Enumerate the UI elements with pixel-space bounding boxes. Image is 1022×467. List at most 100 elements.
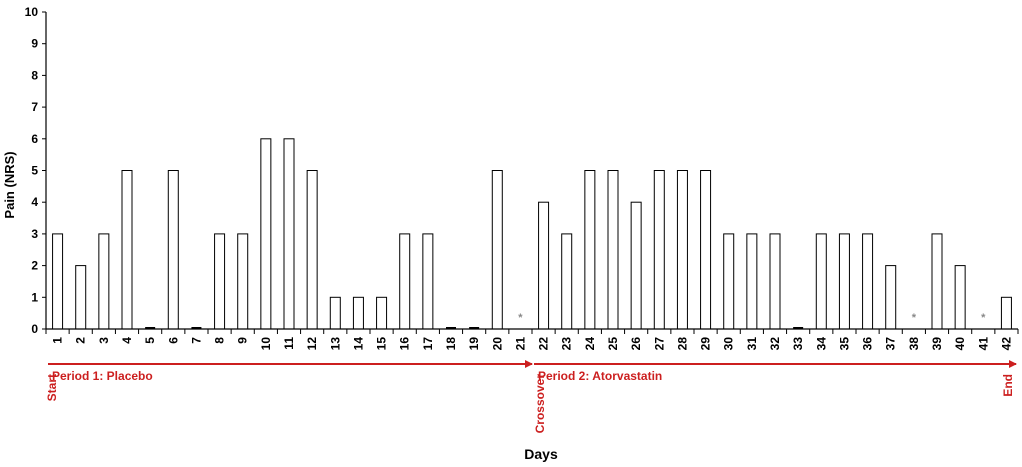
period-marker-label: Crossover (533, 374, 547, 434)
x-tick-label: 26 (629, 337, 643, 351)
bar (329, 296, 341, 330)
bar (746, 233, 758, 330)
x-tick-label: 30 (722, 337, 736, 351)
x-tick-label: 8 (213, 337, 227, 344)
x-tick-label: 34 (814, 337, 828, 351)
bar (862, 233, 874, 330)
y-tick-label: 2 (31, 259, 38, 273)
x-tick-label: 25 (606, 337, 620, 351)
bar (1000, 296, 1012, 330)
x-tick-label: 15 (375, 337, 389, 351)
bar (954, 265, 966, 330)
bar (121, 170, 133, 330)
bar (653, 170, 665, 330)
bar (352, 296, 364, 330)
missing-data-marker: * (981, 312, 986, 324)
x-tick-label: 36 (861, 337, 875, 351)
bar (75, 265, 87, 330)
x-tick-label: 23 (560, 337, 574, 351)
bar (399, 233, 411, 330)
y-tick-label: 9 (31, 37, 38, 51)
bar (422, 233, 434, 330)
bar (838, 233, 850, 330)
x-tick-label: 39 (930, 337, 944, 351)
x-tick-label: 19 (467, 337, 481, 351)
x-tick-label: 13 (328, 337, 342, 351)
x-tick-label: 3 (97, 337, 111, 344)
x-tick-label: 11 (282, 337, 296, 350)
x-tick-label: 12 (305, 337, 319, 351)
x-tick-label: 1 (51, 337, 65, 344)
bar (630, 201, 642, 330)
x-tick-label: 21 (513, 337, 527, 351)
y-tick-label: 1 (31, 290, 38, 304)
bar (491, 170, 503, 330)
x-tick-label: 5 (143, 337, 157, 344)
y-tick-label: 0 (31, 322, 38, 336)
bar (260, 138, 272, 330)
period-label: Period 1: Placebo (52, 369, 153, 383)
period-label: Period 2: Atorvastatin (538, 369, 662, 383)
x-axis-label: Days (524, 446, 558, 462)
bar (237, 233, 249, 330)
missing-data-marker: * (518, 312, 523, 324)
x-tick-label: 28 (675, 337, 689, 351)
x-tick-label: 29 (699, 337, 713, 351)
x-tick-label: 31 (745, 337, 759, 351)
x-tick-label: 20 (490, 337, 504, 351)
bar (676, 170, 688, 330)
bar (584, 170, 596, 330)
bar (214, 233, 226, 330)
x-tick-label: 2 (74, 337, 88, 344)
period-markers: Start Crossover End (45, 374, 1015, 434)
y-tick-label: 10 (25, 5, 39, 19)
bar-zero (469, 327, 480, 329)
bar-zero (793, 327, 804, 329)
bar (931, 233, 943, 330)
x-tick-label: 38 (907, 337, 921, 351)
x-tick-label: 7 (189, 337, 203, 344)
x-tick-label: 4 (120, 337, 134, 344)
x-tick-label: 42 (999, 337, 1013, 351)
y-tick-label: 7 (31, 100, 38, 114)
bar-series: * * * (52, 138, 1012, 330)
x-tick-label: 35 (837, 337, 851, 351)
bar (306, 170, 318, 330)
bar-zero (446, 327, 456, 329)
bar (52, 233, 64, 330)
x-tick-label: 9 (236, 337, 250, 344)
x-tick-label: 14 (351, 337, 365, 351)
x-tick-label: 37 (884, 337, 898, 351)
bar (700, 170, 712, 330)
x-tick-label: 17 (421, 337, 435, 351)
bar (98, 233, 110, 330)
bar (283, 138, 295, 330)
x-tick-label: 16 (398, 337, 412, 351)
x-tick-label: 40 (953, 337, 967, 351)
bar (607, 170, 619, 330)
period-annotations: Period 1: Placebo Period 2: Atorvastatin (48, 360, 1017, 383)
bar (723, 233, 735, 330)
bar-zero (191, 327, 202, 329)
period-marker-label: End (1001, 374, 1015, 397)
bar (561, 233, 573, 330)
x-tick-label: 27 (652, 337, 666, 351)
y-tick-label: 6 (31, 132, 38, 146)
bar (538, 201, 550, 330)
x-tick-label: 18 (444, 337, 458, 351)
bar (769, 233, 781, 330)
x-tick-label: 24 (583, 337, 597, 351)
x-tick-label: 32 (768, 337, 782, 351)
x-tick-label: 22 (537, 337, 551, 351)
x-tick-label: 33 (791, 337, 805, 351)
x-axis-ticks: 1 2 3 4 5 6 7 8 9 10 11 12 13 14 15 16 17 18 19 20 21 22 23 24 2… (45, 329, 1019, 351)
y-axis-label: Pain (NRS) (2, 151, 17, 218)
bar (885, 265, 897, 330)
bar (376, 296, 388, 330)
missing-data-marker: * (912, 312, 917, 324)
period-marker-label: Start (45, 374, 59, 401)
y-axis-ticks: 0 1 2 3 4 5 6 7 8 9 10 (25, 5, 46, 336)
x-tick-label: 10 (259, 337, 273, 351)
x-tick-label: 41 (976, 337, 990, 351)
